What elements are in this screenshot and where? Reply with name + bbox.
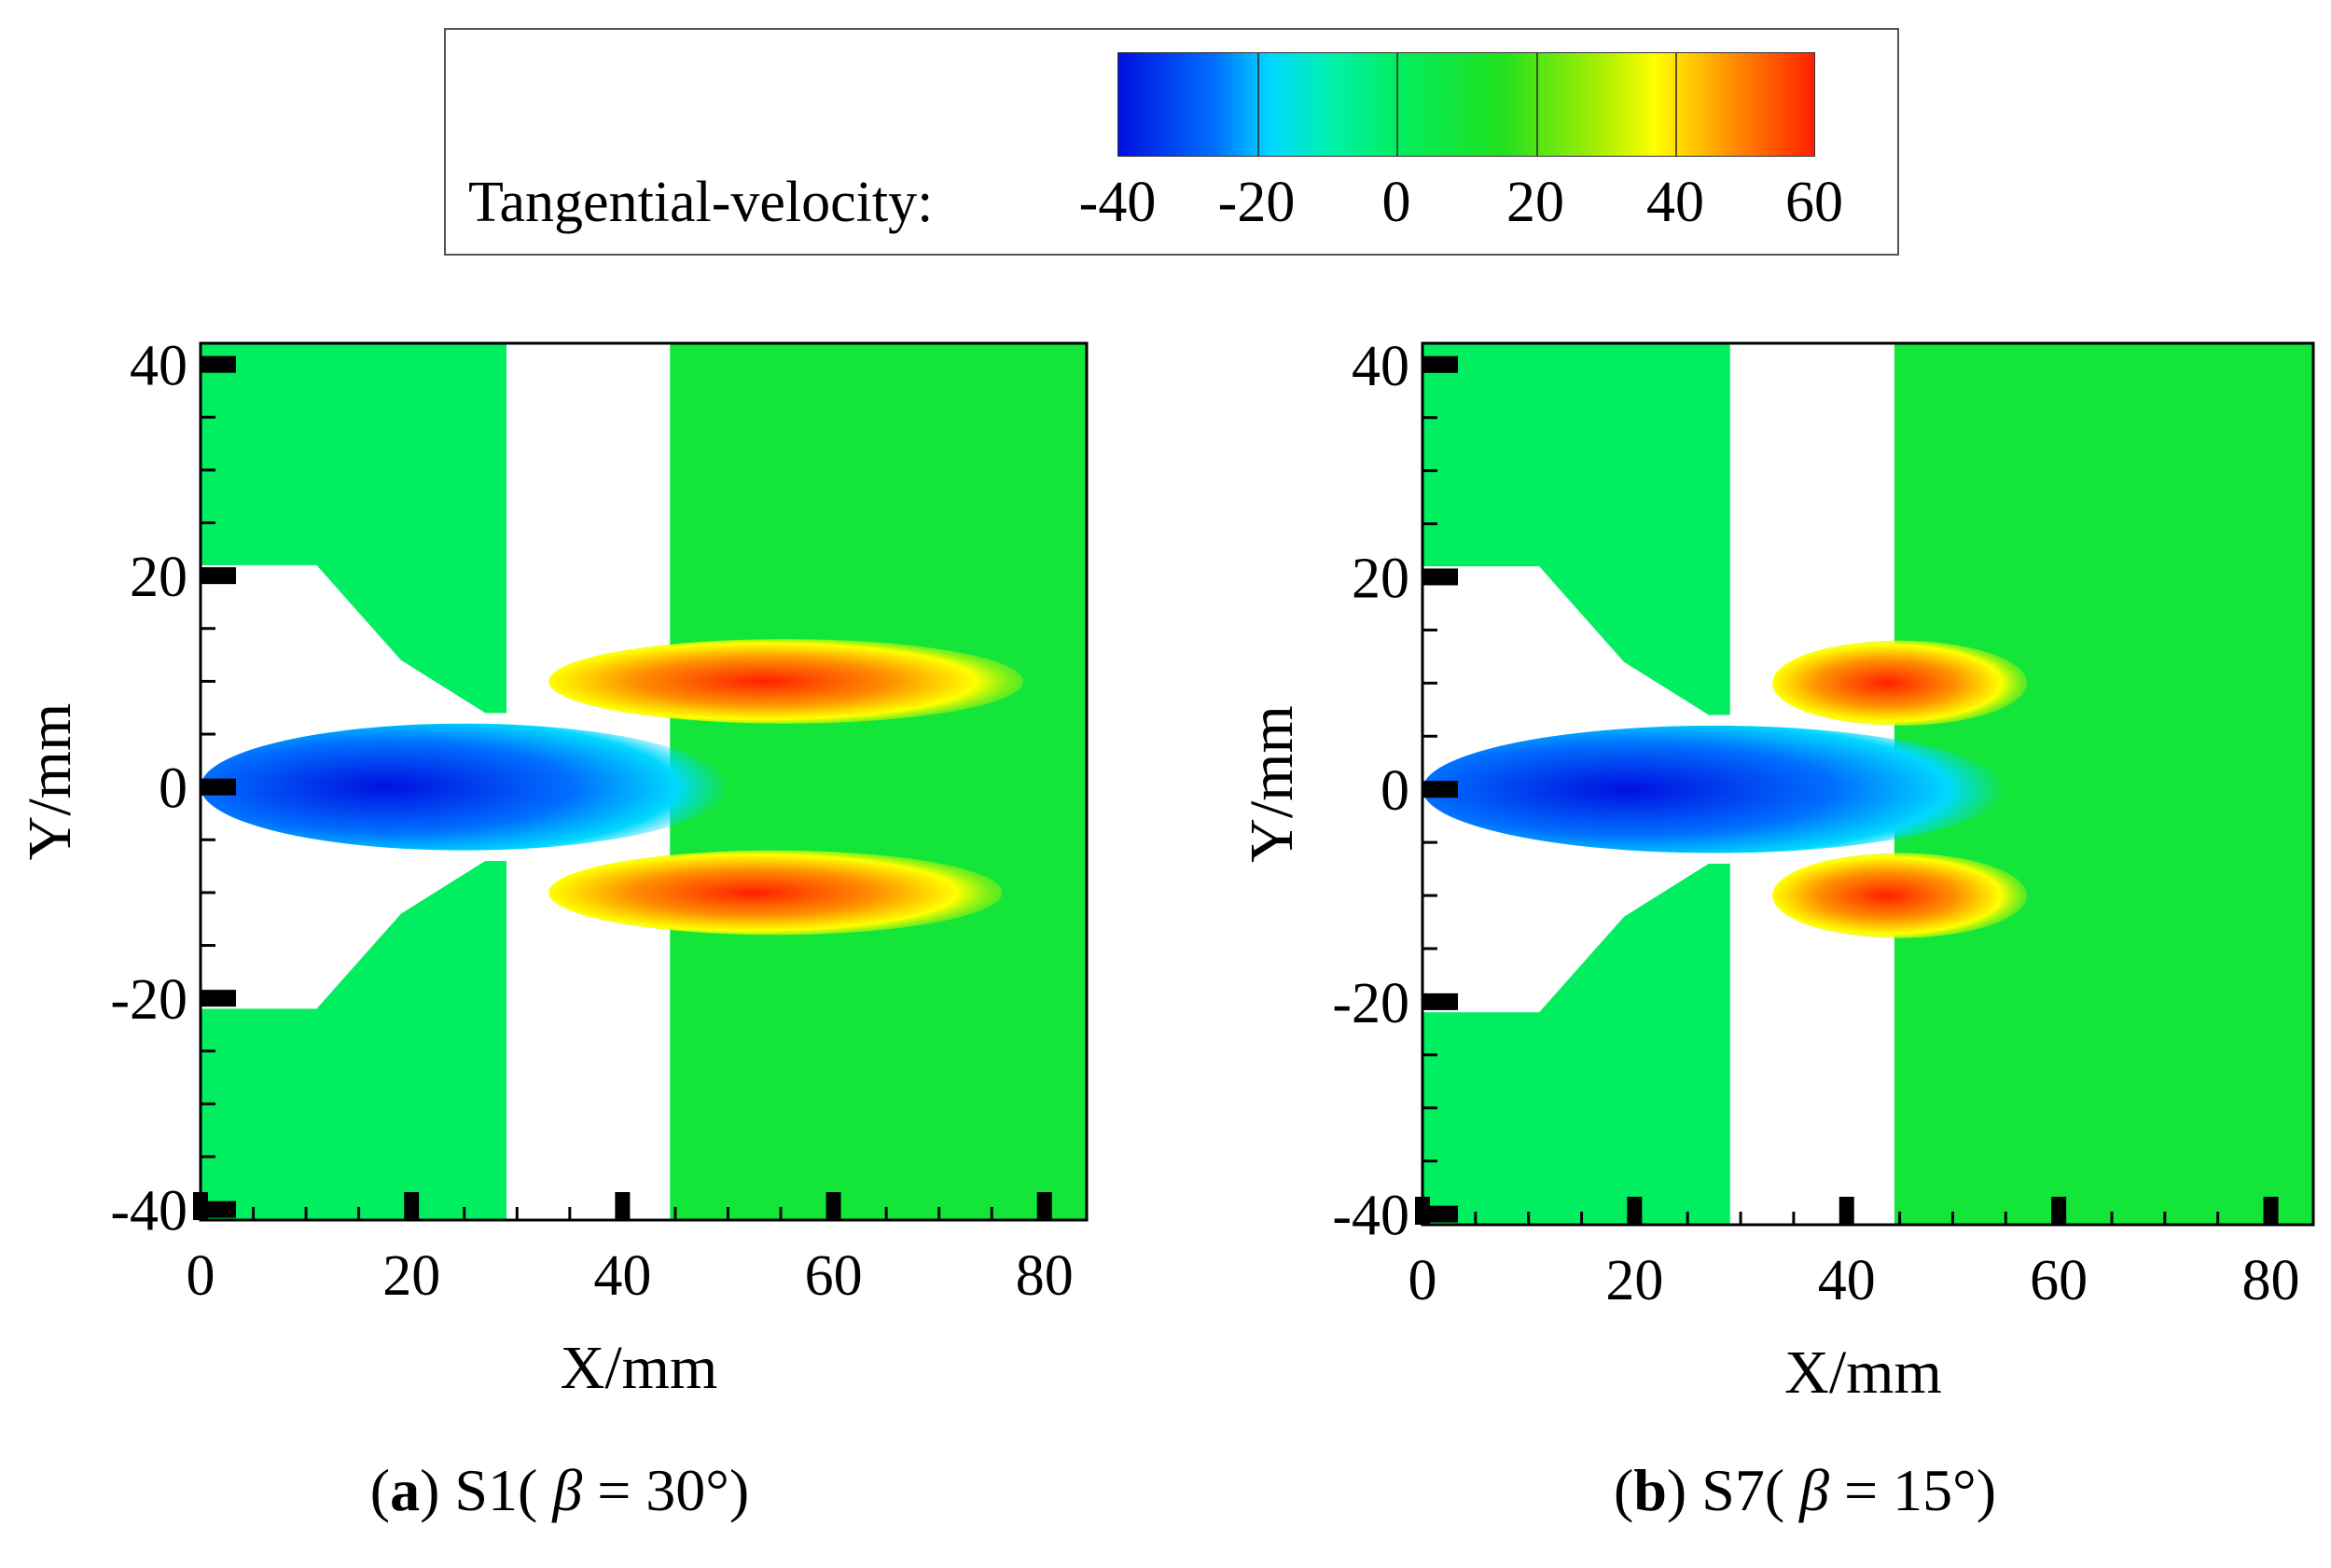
y-tick-label: 20 bbox=[130, 546, 187, 609]
colorbar-title: Tangential-velocity: bbox=[468, 171, 934, 234]
y-axis-label: Y/mm bbox=[16, 703, 84, 861]
x-tick-major bbox=[404, 1192, 420, 1220]
colorbar-tick-label: 40 bbox=[1646, 171, 1704, 234]
y-tick-major bbox=[1422, 1205, 1458, 1223]
y-tick-major bbox=[201, 355, 236, 373]
x-tick-label: 40 bbox=[593, 1244, 651, 1308]
y-tick-label: 0 bbox=[159, 757, 187, 821]
x-tick-major bbox=[615, 1192, 631, 1220]
plot-axes: 0 20 40 60 80 40 20 0 -20 -40 X/mm Y/mm bbox=[1238, 335, 2315, 1407]
y-tick-major bbox=[1422, 781, 1458, 798]
feature-lower-swirl-jet bbox=[1772, 853, 2028, 938]
colorbar-gradient bbox=[1117, 52, 1815, 157]
colorbar-tick-label: 0 bbox=[1381, 171, 1411, 234]
contour-plot-b: 0 20 40 60 80 40 20 0 -20 -40 X/mm Y/mm bbox=[1238, 335, 2315, 1407]
x-tick-label: 60 bbox=[2030, 1249, 2088, 1312]
y-tick-label: 0 bbox=[1381, 759, 1409, 823]
x-axis-label: X/mm bbox=[1784, 1339, 1942, 1407]
plot-axes: 0 20 40 60 80 40 20 0 -20 -40 X/mm Y/mm bbox=[16, 335, 1089, 1402]
caption-tag: b bbox=[1633, 1457, 1667, 1523]
x-axis-label: X/mm bbox=[561, 1334, 718, 1402]
y-tick-major bbox=[201, 1200, 236, 1218]
velocity-field bbox=[1422, 343, 2313, 1225]
colorbar-divider bbox=[1535, 53, 1538, 156]
x-tick-label: 80 bbox=[2242, 1249, 2300, 1312]
y-axis-label: Y/mm bbox=[1238, 705, 1306, 863]
caption-case: S1( bbox=[454, 1457, 538, 1523]
feature-upper-swirl-jet bbox=[548, 639, 1024, 724]
x-tick-major bbox=[1627, 1197, 1643, 1225]
caption-value: = 30°) bbox=[597, 1457, 750, 1523]
colorbar-tick-label: 20 bbox=[1506, 171, 1564, 234]
contour-plot-a: 0 20 40 60 80 40 20 0 -20 -40 X/mm Y/mm bbox=[16, 335, 1089, 1402]
caption-case: S7( bbox=[1701, 1457, 1785, 1523]
colorbar-divider bbox=[1257, 53, 1260, 156]
y-tick-major bbox=[201, 778, 236, 796]
field-downstream bbox=[670, 343, 1087, 1220]
x-tick-major bbox=[2051, 1197, 2067, 1225]
feature-upper-swirl-jet bbox=[1772, 640, 2028, 726]
colorbar-legend: Tangential-velocity: -40 -20 0 20 40 60 bbox=[444, 28, 1899, 256]
colorbar-tick-label: 60 bbox=[1785, 171, 1843, 234]
feature-central-reverse-jet bbox=[1422, 725, 2006, 853]
y-tick-label: -40 bbox=[1332, 1185, 1409, 1248]
x-tick-major bbox=[1036, 1192, 1052, 1220]
y-tick-major bbox=[1422, 568, 1458, 586]
y-tick-label: -20 bbox=[110, 968, 187, 1032]
x-tick-label: 20 bbox=[382, 1244, 440, 1308]
colorbar-tick-label: -40 bbox=[1078, 171, 1157, 234]
y-tick-label: 40 bbox=[130, 335, 187, 398]
y-tick-label: 20 bbox=[1352, 547, 1409, 610]
caption-b: (b) S7( β = 15°) bbox=[1614, 1457, 1996, 1523]
y-tick-label: 40 bbox=[1352, 335, 1409, 398]
x-tick-label: 60 bbox=[805, 1244, 863, 1308]
caption-symbol: β bbox=[552, 1457, 583, 1523]
x-tick-label: 20 bbox=[1605, 1249, 1663, 1312]
x-tick-label: 40 bbox=[1818, 1249, 1876, 1312]
x-tick-major bbox=[1838, 1197, 1854, 1225]
y-tick-label: -40 bbox=[110, 1180, 187, 1243]
y-tick-major bbox=[201, 567, 236, 585]
x-tick-major bbox=[826, 1192, 841, 1220]
caption-value: = 15°) bbox=[1844, 1457, 1996, 1523]
x-tick-label: 0 bbox=[187, 1244, 215, 1308]
x-tick-label: 0 bbox=[1408, 1249, 1437, 1312]
caption-tag: a bbox=[390, 1457, 421, 1523]
y-tick-major bbox=[1422, 992, 1458, 1010]
x-tick-label: 80 bbox=[1016, 1244, 1074, 1308]
colorbar-divider bbox=[1674, 53, 1677, 156]
colorbar-tick-label: -20 bbox=[1217, 171, 1296, 234]
velocity-field bbox=[201, 343, 1087, 1220]
colorbar-divider bbox=[1396, 53, 1399, 156]
y-tick-major bbox=[201, 990, 236, 1007]
caption-a: (a) S1( β = 30°) bbox=[369, 1457, 750, 1523]
y-tick-major bbox=[1422, 355, 1458, 373]
y-tick-label: -20 bbox=[1332, 972, 1409, 1035]
caption-symbol: β bbox=[1799, 1457, 1829, 1523]
x-tick-major bbox=[2263, 1197, 2279, 1225]
feature-lower-swirl-jet bbox=[548, 850, 1003, 936]
feature-central-reverse-jet bbox=[201, 723, 728, 851]
